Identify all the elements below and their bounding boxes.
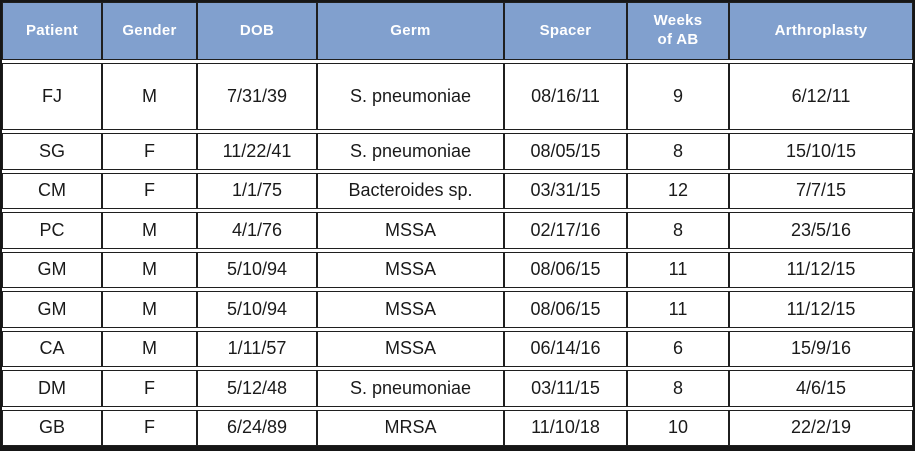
column-header-weeks-of-ab: Weeks of AB [627, 2, 729, 60]
cell-germ: S. pneumoniae [317, 133, 504, 170]
cell-dob: 11/22/41 [197, 133, 317, 170]
table-row: DM F 5/12/48 S. pneumoniae 03/11/15 8 4/6/15 [2, 370, 913, 407]
cell-gender: M [102, 212, 197, 249]
cell-arthroplasty: 15/10/15 [729, 133, 913, 170]
cell-spacer: 11/10/18 [504, 409, 627, 446]
cell-arthroplasty: 11/12/15 [729, 291, 913, 328]
cell-patient: CA [2, 330, 102, 367]
cell-germ: Bacteroides sp. [317, 172, 504, 209]
cell-patient: GM [2, 251, 102, 288]
cell-weeks-of-ab: 6 [627, 330, 729, 367]
table-row: PC M 4/1/76 MSSA 02/17/16 8 23/5/16 [2, 212, 913, 249]
cell-gender: F [102, 133, 197, 170]
cell-dob: 1/1/75 [197, 172, 317, 209]
cell-arthroplasty: 15/9/16 [729, 330, 913, 367]
cell-dob: 5/10/94 [197, 251, 317, 288]
header-row: Patient Gender DOB Germ Spacer Weeks of … [2, 2, 913, 60]
cell-spacer: 03/11/15 [504, 370, 627, 407]
column-header-gender: Gender [102, 2, 197, 60]
table-row: SG F 11/22/41 S. pneumoniae 08/05/15 8 15/10/1… [2, 133, 913, 170]
cell-gender: M [102, 330, 197, 367]
cell-arthroplasty: 22/2/19 [729, 409, 913, 446]
cell-germ: MRSA [317, 409, 504, 446]
cell-dob: 1/11/57 [197, 330, 317, 367]
cell-weeks-of-ab: 10 [627, 409, 729, 446]
cell-arthroplasty: 6/12/11 [729, 63, 913, 130]
cell-patient: PC [2, 212, 102, 249]
cell-dob: 5/12/48 [197, 370, 317, 407]
cell-patient: GB [2, 409, 102, 446]
cell-germ: MSSA [317, 330, 504, 367]
cell-spacer: 02/17/16 [504, 212, 627, 249]
table-row: CM F 1/1/75 Bacteroides sp. 03/31/15 12 7/7/15 [2, 172, 913, 209]
column-header-spacer: Spacer [504, 2, 627, 60]
cell-arthroplasty: 11/12/15 [729, 251, 913, 288]
cell-dob: 4/1/76 [197, 212, 317, 249]
table-row: GM M 5/10/94 MSSA 08/06/15 11 11/12/15 [2, 251, 913, 288]
cell-germ: S. pneumoniae [317, 370, 504, 407]
table-row: GB F 6/24/89 MRSA 11/10/18 10 22/2/19 [2, 409, 913, 446]
cell-weeks-of-ab: 8 [627, 370, 729, 407]
cell-gender: M [102, 251, 197, 288]
cell-arthroplasty: 23/5/16 [729, 212, 913, 249]
cell-germ: S. pneumoniae [317, 63, 504, 130]
cell-patient: GM [2, 291, 102, 328]
table-row: CA M 1/11/57 MSSA 06/14/16 6 15/9/16 [2, 330, 913, 367]
cell-dob: 6/24/89 [197, 409, 317, 446]
table-row: GM M 5/10/94 MSSA 08/06/15 11 11/12/15 [2, 291, 913, 328]
cell-spacer: 06/14/16 [504, 330, 627, 367]
column-header-dob: DOB [197, 2, 317, 60]
cell-weeks-of-ab: 8 [627, 212, 729, 249]
cell-patient: CM [2, 172, 102, 209]
cell-patient: SG [2, 133, 102, 170]
column-header-patient: Patient [2, 2, 102, 60]
cell-weeks-of-ab: 12 [627, 172, 729, 209]
cell-spacer: 08/06/15 [504, 251, 627, 288]
cell-spacer: 03/31/15 [504, 172, 627, 209]
column-header-germ: Germ [317, 2, 504, 60]
cell-weeks-of-ab: 11 [627, 251, 729, 288]
cell-weeks-of-ab: 9 [627, 63, 729, 130]
cell-spacer: 08/16/11 [504, 63, 627, 130]
cell-spacer: 08/05/15 [504, 133, 627, 170]
cell-spacer: 08/06/15 [504, 291, 627, 328]
cell-dob: 5/10/94 [197, 291, 317, 328]
cell-arthroplasty: 4/6/15 [729, 370, 913, 407]
table-row: FJ M 7/31/39 S. pneumoniae 08/16/11 9 6/12/11 [2, 63, 913, 130]
cell-germ: MSSA [317, 291, 504, 328]
table-header: Patient Gender DOB Germ Spacer Weeks of … [2, 2, 913, 60]
cell-weeks-of-ab: 8 [627, 133, 729, 170]
cell-patient: FJ [2, 63, 102, 130]
column-header-arthroplasty: Arthroplasty [729, 2, 913, 60]
cell-arthroplasty: 7/7/15 [729, 172, 913, 209]
cell-weeks-of-ab: 11 [627, 291, 729, 328]
cell-gender: F [102, 409, 197, 446]
cell-patient: DM [2, 370, 102, 407]
cell-gender: M [102, 291, 197, 328]
cell-gender: F [102, 172, 197, 209]
cell-gender: F [102, 370, 197, 407]
cell-gender: M [102, 63, 197, 130]
table-body: FJ M 7/31/39 S. pneumoniae 08/16/11 9 6/12/11 S… [2, 63, 913, 446]
cell-dob: 7/31/39 [197, 63, 317, 130]
cell-germ: MSSA [317, 251, 504, 288]
cell-germ: MSSA [317, 212, 504, 249]
